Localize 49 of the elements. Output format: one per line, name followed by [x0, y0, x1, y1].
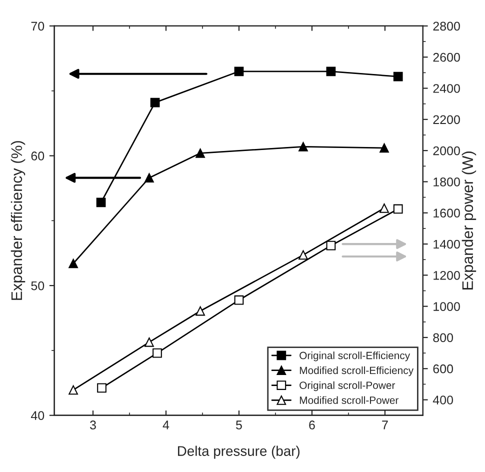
x-tick-label: 4: [162, 420, 170, 430]
point: [97, 383, 106, 393]
y2-tick-label: 1600: [434, 208, 460, 218]
y2-tick-label: 1800: [434, 178, 460, 186]
y2-tick-label: 1400: [434, 240, 460, 249]
y2-tick-label: 400: [432, 396, 454, 404]
point: [152, 348, 162, 358]
x-tick-label: 7: [382, 420, 388, 430]
y2-tick-label: 1200: [434, 270, 460, 280]
y2-tick-label: 1000: [434, 302, 460, 311]
y2-tick-label: 2400: [433, 84, 460, 93]
y-tick-label: 60: [31, 152, 44, 160]
point: [380, 143, 389, 153]
x-tick-label: 3: [90, 420, 96, 430]
legend-label: Modified scroll-Efficiency: [300, 366, 414, 376]
legend-label: Modified scroll-Power: [300, 396, 399, 404]
point: [144, 337, 154, 347]
point: [196, 306, 205, 316]
y2-tick-label: 600: [433, 364, 454, 374]
legend-label: Original scroll-Power: [300, 381, 396, 392]
point: [326, 240, 336, 250]
point: [196, 148, 205, 158]
y2-tick-label: 800: [433, 333, 454, 342]
x-tick-label: 5: [236, 420, 242, 430]
point: [298, 250, 308, 260]
point: [68, 385, 78, 395]
point: [150, 98, 160, 108]
point: [68, 258, 78, 268]
point: [393, 204, 403, 214]
y-tick-label: 40: [30, 411, 44, 420]
x-tick-label: 6: [309, 420, 315, 430]
point: [234, 66, 244, 76]
x-axis-title: Delta pressure (bar): [178, 446, 300, 459]
y2-tick-label: 2200: [433, 115, 460, 124]
y2-tick-label: 2800: [433, 22, 460, 31]
point: [393, 72, 403, 82]
point: [234, 295, 244, 305]
y-axis-title: Expander efficiency (%): [10, 141, 26, 300]
point: [326, 66, 336, 76]
point: [144, 173, 154, 183]
y2-tick-label: 2000: [433, 146, 460, 156]
legend-label: Original scroll-Efficiency: [300, 352, 410, 362]
point: [298, 142, 308, 152]
y-tick-label: 70: [31, 22, 44, 31]
y2-tick-label: 2600: [433, 52, 460, 62]
y2-axis-title: Expander power (W): [462, 152, 476, 290]
y-tick-label: 50: [31, 281, 44, 290]
point: [96, 198, 106, 208]
point: [380, 204, 389, 213]
